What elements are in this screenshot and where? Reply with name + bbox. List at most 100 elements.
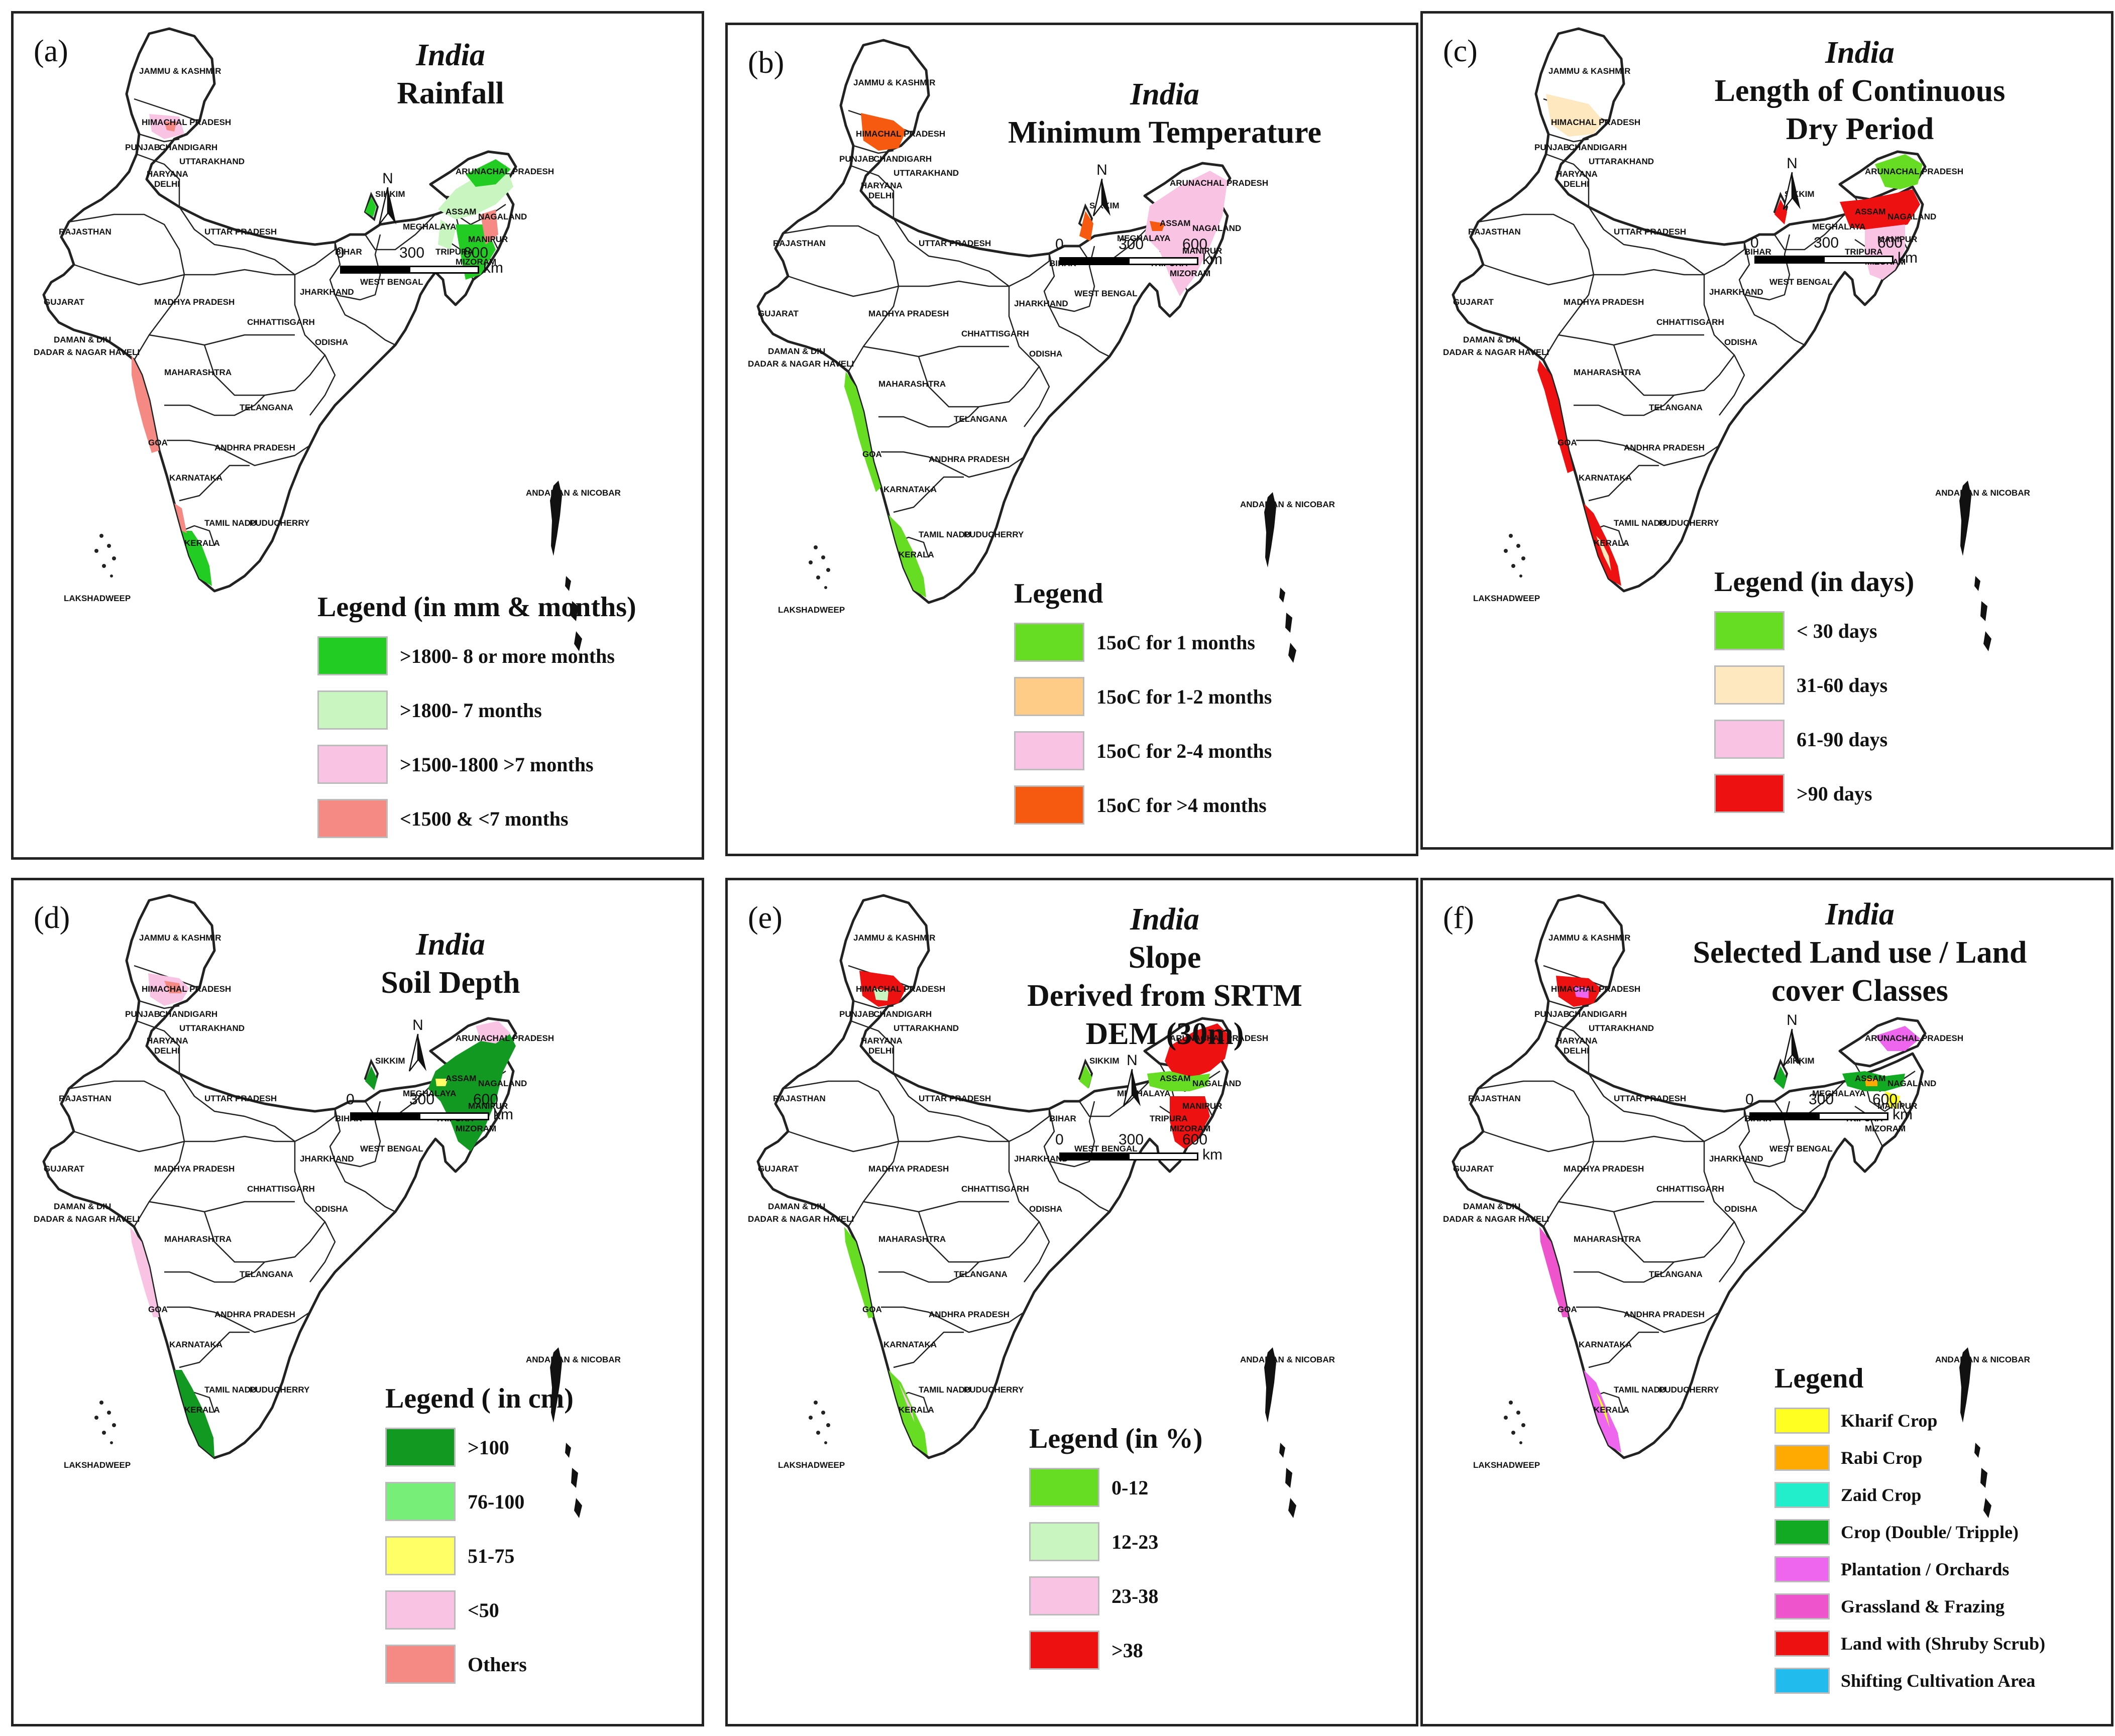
label-manipur: MANIPUR [1182,1101,1222,1111]
label-karnataka: KARNATAKA [1579,473,1632,483]
label-andaman-nicobar: ANDAMAN & NICOBAR [1240,500,1335,509]
panel-title: India Rainfall [225,36,677,112]
scale-mid: 300 [1809,1091,1834,1108]
label-dadar-nagar-haveli: DADAR & NAGAR HAVELI [34,348,140,357]
legend-items: 0-12 12-23 23-38 >38 [1029,1468,1202,1670]
panel-country: India [416,928,485,962]
legend-label: Plantation / Orchards [1841,1559,2010,1579]
label-jammu-kashmir: JAMMU & KASHMIR [139,933,221,943]
label-telangana: TELANGANA [954,1269,1008,1279]
legend-items: 15oC for 1 months 15oC for 1-2 months 15oC… [1014,623,1272,825]
label-mizoram: MIZORAM [1170,269,1210,278]
legend-swatch [385,1536,456,1575]
map-regions [844,971,1230,1455]
label-sikkim: SIKKIM [375,189,405,199]
label-chhattisgarh: CHHATTISGARH [247,1184,315,1194]
label-andhra-pradesh: ANDHRA PRADESH [1624,1310,1705,1319]
legend-swatch [1774,1482,1830,1508]
label-manipur: MANIPUR [1182,246,1222,256]
legend-label: < 30 days [1797,619,1877,642]
label-gujarat: GUJARAT [1453,1164,1494,1174]
label-assam: ASSAM [1855,1074,1885,1083]
legend-label: >100 [468,1436,509,1459]
legend-swatch [1774,1408,1830,1434]
legend-item: 51-75 [385,1536,574,1575]
label-rajasthan: RAJASTHAN [773,1094,826,1103]
panel-title-line: Derived from SRTM [1027,979,1302,1013]
scale-max: 600 [1182,1131,1208,1148]
panel-label: (c) [1443,34,1478,68]
label-goa: GOA [148,1305,168,1314]
north-label: N [382,170,393,187]
label-puducherry: PUDUCHERRY [964,1385,1024,1395]
label-maharashtra: MAHARASHTRA [878,379,946,389]
label-andaman-nicobar: ANDAMAN & NICOBAR [1935,488,2030,498]
label-odisha: ODISHA [1029,1204,1062,1214]
label-mizoram: MIZORAM [456,1124,496,1133]
panel-title-line: DEM (30m) [1085,1017,1244,1051]
panel-label: (e) [748,901,783,935]
scale-white-segment [1818,1112,1888,1120]
map-region [466,159,511,187]
label-kerala: KERALA [899,1405,934,1415]
scale-black-segment [1059,257,1130,265]
label-uttar-pradesh: UTTAR PRADESH [919,239,991,248]
label-andhra-pradesh: ANDHRA PRADESH [1624,443,1705,452]
label-delhi: DELHI [1564,1046,1589,1056]
legend-swatch [1029,1631,1099,1670]
label-madhya-pradesh: MADHYA PRADESH [868,309,949,318]
label-delhi: DELHI [868,1046,894,1056]
legend-swatch [1714,611,1785,650]
legend-label: <1500 & <7 months [400,807,569,830]
india-outline [42,27,517,593]
label-jharkhand: JHARKHAND [1709,287,1763,297]
scale-max: 600 [463,245,489,261]
legend-swatch [1774,1631,1830,1657]
label-andhra-pradesh: ANDHRA PRADESH [214,443,295,452]
north-arrow-icon: N [378,170,396,225]
label-chandigarh: CHANDIGARH [159,1009,217,1019]
map-regions [132,114,513,586]
legend-items: Kharif Crop Rabi Crop Zaid Crop Crop (Doubl… [1774,1408,2045,1694]
label-odisha: ODISHA [1029,349,1062,359]
label-telangana: TELANGANA [1649,1269,1703,1279]
scale-bar: 0 300 600 km [1750,235,1935,275]
label-daman-diu: DAMAN & DIU [1463,1202,1520,1211]
label-bihar: BIHAR [1744,247,1771,257]
scale-unit: km [1202,1146,1222,1163]
legend-item: >90 days [1714,774,1914,813]
north-arrow-icon: N [1123,1052,1141,1107]
scale-bar: 0 300 600 km [336,245,521,285]
legend-label: Grassland & Frazing [1841,1596,2005,1616]
scale-black-segment [1059,1152,1130,1161]
label-rajasthan: RAJASTHAN [59,1094,112,1103]
state-borders [68,98,506,546]
india-map: JAMMU & KASHMIR HIMACHAL PRADESH PUNJAB … [748,39,1335,663]
map-region [174,503,187,533]
legend-label: >90 days [1797,782,1872,805]
label-jammu-kashmir: JAMMU & KASHMIR [853,933,935,943]
label-meghalaya: MEGHALAYA [1812,1089,1865,1098]
label-andaman-nicobar: ANDAMAN & NICOBAR [526,1355,621,1364]
label-dadar-nagar-haveli: DADAR & NAGAR HAVELI [748,359,854,369]
label-kerala: KERALA [899,550,934,559]
label-tripura: TRIPURA [435,247,474,257]
legend-item: >1800- 8 or more months [317,636,636,675]
label-karnataka: KARNATAKA [169,1340,222,1349]
map-region [861,113,906,151]
label-assam: ASSAM [1160,218,1190,228]
label-tripura: TRIPURA [1150,1114,1188,1123]
map-region [132,355,159,453]
label-lakshadweep: LAKSHADWEEP [64,1460,131,1470]
map-region [1539,1227,1569,1317]
scale-white-segment [419,1112,489,1120]
legend-swatch [1029,1468,1099,1507]
legend: Legend ( in cm) >100 76-100 51-75 <50 Others [385,1382,574,1699]
map-region [1150,221,1165,231]
map-region [844,1227,873,1318]
label-daman-diu: DAMAN & DIU [768,1202,825,1211]
panel-title-line: Rainfall [397,76,504,110]
map-panel-b: JAMMU & KASHMIR HIMACHAL PRADESH PUNJAB … [725,23,1418,856]
legend-item: 15oC for 1-2 months [1014,677,1272,716]
map-region [365,1066,377,1090]
